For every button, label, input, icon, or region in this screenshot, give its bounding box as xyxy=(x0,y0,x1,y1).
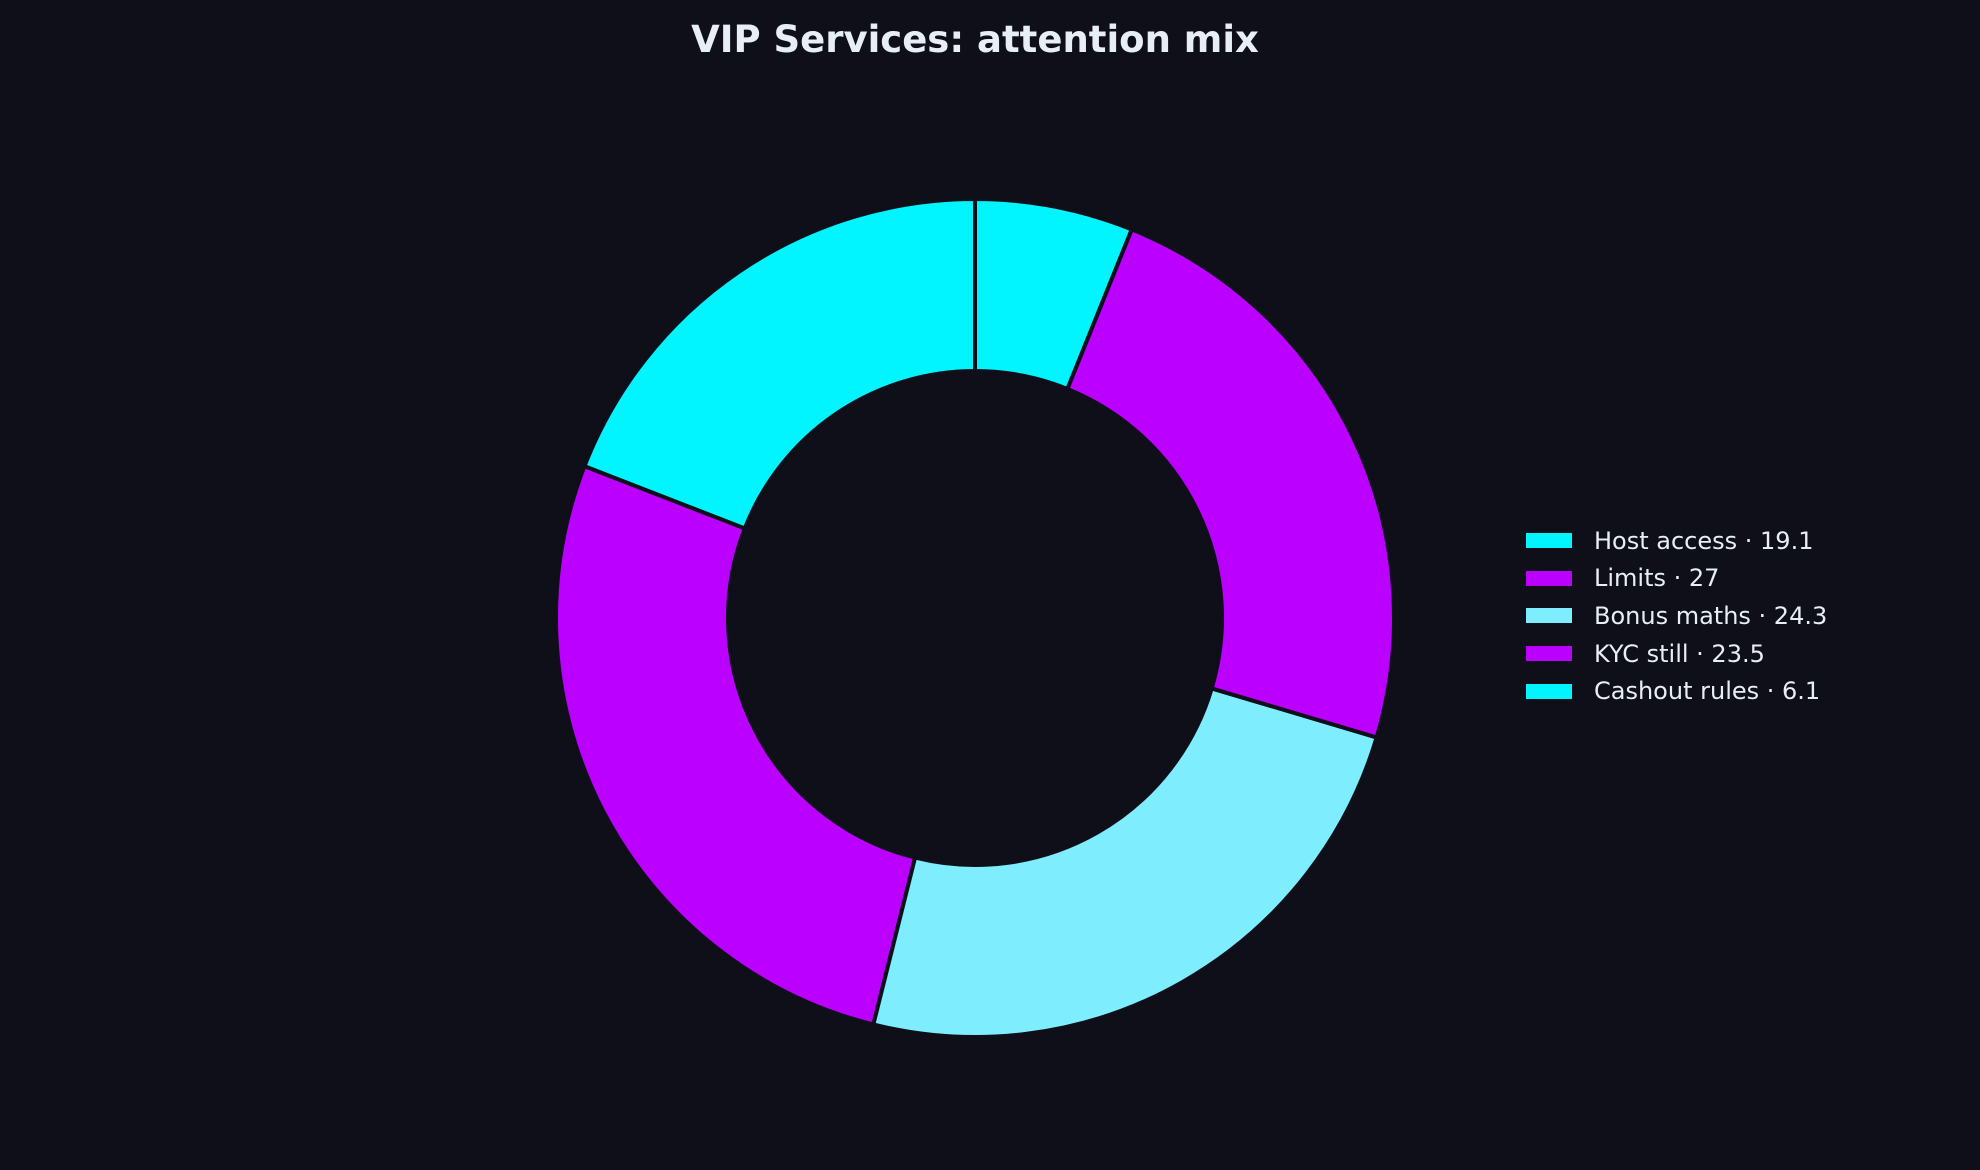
donut-slice-kyc-still xyxy=(1065,227,1396,740)
donut-slices xyxy=(554,197,1396,1039)
donut-slice-bonus-maths xyxy=(871,686,1379,1039)
legend-label: Bonus maths · 24.3 xyxy=(1594,601,1828,630)
legend-item: Bonus maths · 24.3 xyxy=(1526,597,1827,635)
legend-swatch xyxy=(1526,608,1572,624)
legend-label: Limits · 27 xyxy=(1594,564,1720,593)
donut-slice-host-access xyxy=(582,197,977,531)
chart-title: VIP Services: attention mix xyxy=(691,18,1259,61)
legend-item: KYC still · 23.5 xyxy=(1526,635,1827,673)
legend-swatch xyxy=(1526,533,1572,549)
legend-item: Cashout rules · 6.1 xyxy=(1526,672,1827,710)
legend-label: Host access · 19.1 xyxy=(1594,526,1814,555)
donut-slice-limits xyxy=(554,464,918,1027)
legend-swatch xyxy=(1526,646,1572,662)
donut-slice-cashout-rules xyxy=(973,197,1134,391)
legend-item: Limits · 27 xyxy=(1526,560,1827,598)
legend-item: Host access · 19.1 xyxy=(1526,522,1827,560)
legend-swatch xyxy=(1526,570,1572,586)
legend-label: KYC still · 23.5 xyxy=(1594,639,1765,668)
legend: Host access · 19.1 Limits · 27 Bonus maths… xyxy=(1526,522,1827,710)
legend-swatch xyxy=(1526,683,1572,699)
legend-label: Cashout rules · 6.1 xyxy=(1594,677,1821,706)
